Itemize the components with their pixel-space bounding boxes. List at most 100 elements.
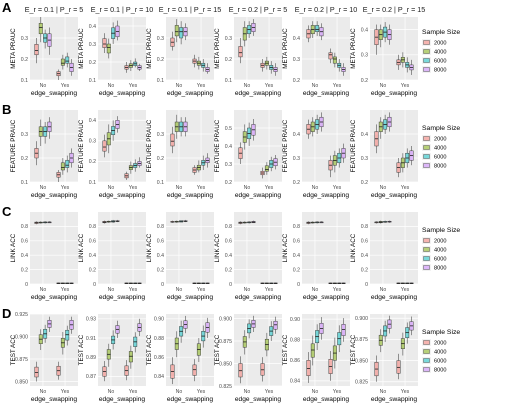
y-tick-label: 0.90 (290, 317, 300, 323)
box-2000 (34, 366, 39, 378)
y-tick-label: 0.8 (225, 224, 232, 230)
y-tick-label: 0.84 (154, 374, 164, 380)
y-axis-label: FEATURE PRAUC (282, 119, 289, 172)
y-axis-label: META PRAUC (214, 28, 221, 69)
box-6000 (65, 160, 70, 168)
y-tick-label: 0.8 (21, 224, 28, 230)
y-axis-label: FEATURE PRAUC (214, 119, 221, 172)
x-tick-label: Yes (401, 389, 410, 395)
plot-background (30, 212, 78, 284)
legend-title: Sample Size (422, 125, 460, 132)
y-axis-label: TEST ACC (214, 334, 221, 365)
x-axis-label: edge_swapping (235, 192, 282, 199)
box-2000 (34, 44, 39, 56)
box-8000 (341, 324, 346, 336)
x-tick-label: No (108, 185, 115, 191)
legend-label-4000: 4000 (434, 350, 446, 356)
y-tick-label: 0.1 (89, 180, 96, 186)
legend-swatch-8000 (423, 367, 430, 372)
x-axis-label: edge_swapping (303, 192, 350, 199)
plot-background (370, 212, 418, 284)
y-tick-label: 0.4 (293, 253, 300, 259)
y-axis-label: TEST ACC (146, 334, 153, 365)
x-axis-label: edge_swapping (371, 294, 418, 301)
box-4000 (60, 162, 65, 171)
x-tick-label: No (380, 185, 387, 191)
box-2000 (328, 52, 333, 60)
x-tick-label: Yes (197, 185, 206, 191)
y-tick-label: 0.5 (225, 126, 232, 132)
legend-label-8000: 8000 (434, 164, 446, 170)
legend-swatch-2000 (423, 340, 430, 345)
y-tick-label: 0.88 (154, 336, 164, 342)
x-tick-label: No (312, 389, 319, 395)
y-tick-label: 0 (93, 282, 96, 288)
x-axis-label: edge_swapping (31, 192, 78, 199)
y-tick-label: 0.3 (361, 156, 368, 162)
y-tick-label: 0.875 (15, 357, 28, 363)
legend-label-8000: 8000 (434, 368, 446, 374)
y-tick-label: 0.87 (86, 374, 96, 380)
x-tick-label: No (108, 389, 115, 395)
y-tick-label: 0 (297, 282, 300, 288)
panel-label-C: C (2, 204, 12, 219)
y-tick-label: 0.3 (89, 139, 96, 145)
y-tick-label: 0.825 (219, 384, 232, 390)
facet-strip-6: E_r = 0.2 | P_r = 15 (363, 5, 426, 14)
legend-swatch-8000 (423, 265, 430, 270)
panel-label-D: D (2, 306, 11, 321)
box-4000 (60, 58, 65, 66)
y-tick-label: 0.86 (154, 355, 164, 361)
y-tick-label: 0.4 (89, 24, 96, 30)
facet-strip-4: E_r = 0.2 | P_r = 5 (229, 5, 288, 14)
y-tick-label: 0.4 (361, 27, 368, 33)
box-2000 (260, 363, 265, 376)
y-tick-label: 0.86 (290, 358, 300, 364)
y-tick-label: 0.3 (89, 42, 96, 48)
box-6000 (65, 56, 70, 64)
x-tick-label: Yes (401, 83, 410, 89)
y-tick-label: 0.8 (293, 224, 300, 230)
legend-swatch-2000 (423, 40, 430, 45)
y-tick-label: 0.3 (225, 36, 232, 42)
y-tick-label: 0.1 (21, 180, 28, 186)
y-axis-label: LINK ACC (214, 233, 221, 262)
y-tick-label: 0 (161, 282, 164, 288)
y-axis-label: LINK ACC (350, 233, 357, 262)
y-tick-label: 0.4 (157, 253, 164, 259)
x-tick-label: Yes (61, 389, 70, 395)
plot-background (302, 110, 350, 182)
y-tick-label: 0.93 (86, 317, 96, 323)
y-tick-label: 0.4 (89, 118, 96, 124)
y-axis-label: TEST ACC (350, 334, 357, 365)
y-tick-label: 0.875 (355, 337, 368, 343)
y-tick-label: 0 (25, 282, 28, 288)
y-tick-label: 0.2 (293, 180, 300, 186)
x-axis-label: edge_swapping (31, 396, 78, 403)
legend-title: Sample Size (422, 329, 460, 336)
y-tick-label: 0 (365, 282, 368, 288)
x-axis-label: edge_swapping (303, 396, 350, 403)
y-tick-label: 0.850 (355, 358, 368, 364)
legend-label-6000: 6000 (434, 59, 446, 65)
y-tick-label: 0.3 (293, 156, 300, 162)
box-4000 (264, 165, 269, 172)
x-tick-label: No (312, 83, 319, 89)
x-tick-label: Yes (197, 83, 206, 89)
y-tick-label: 0.1 (89, 78, 96, 84)
facet-strip-3: E_r = 0.1 | P_r = 15 (159, 5, 222, 14)
box-4000 (106, 43, 111, 54)
legend-label-6000: 6000 (434, 257, 446, 263)
y-tick-label: 0.84 (290, 379, 300, 385)
box-2000 (170, 133, 175, 147)
x-axis-label: edge_swapping (99, 90, 146, 97)
y-axis-label: FEATURE PRAUC (350, 119, 357, 172)
y-tick-label: 0.6 (361, 239, 368, 245)
panel-label-A: A (2, 0, 12, 15)
x-axis-label: edge_swapping (303, 90, 350, 97)
x-tick-label: No (40, 287, 47, 293)
legend-label-4000: 4000 (434, 146, 446, 152)
x-tick-label: Yes (129, 287, 138, 293)
box-6000 (315, 25, 320, 32)
legend-swatch-2000 (423, 136, 430, 141)
